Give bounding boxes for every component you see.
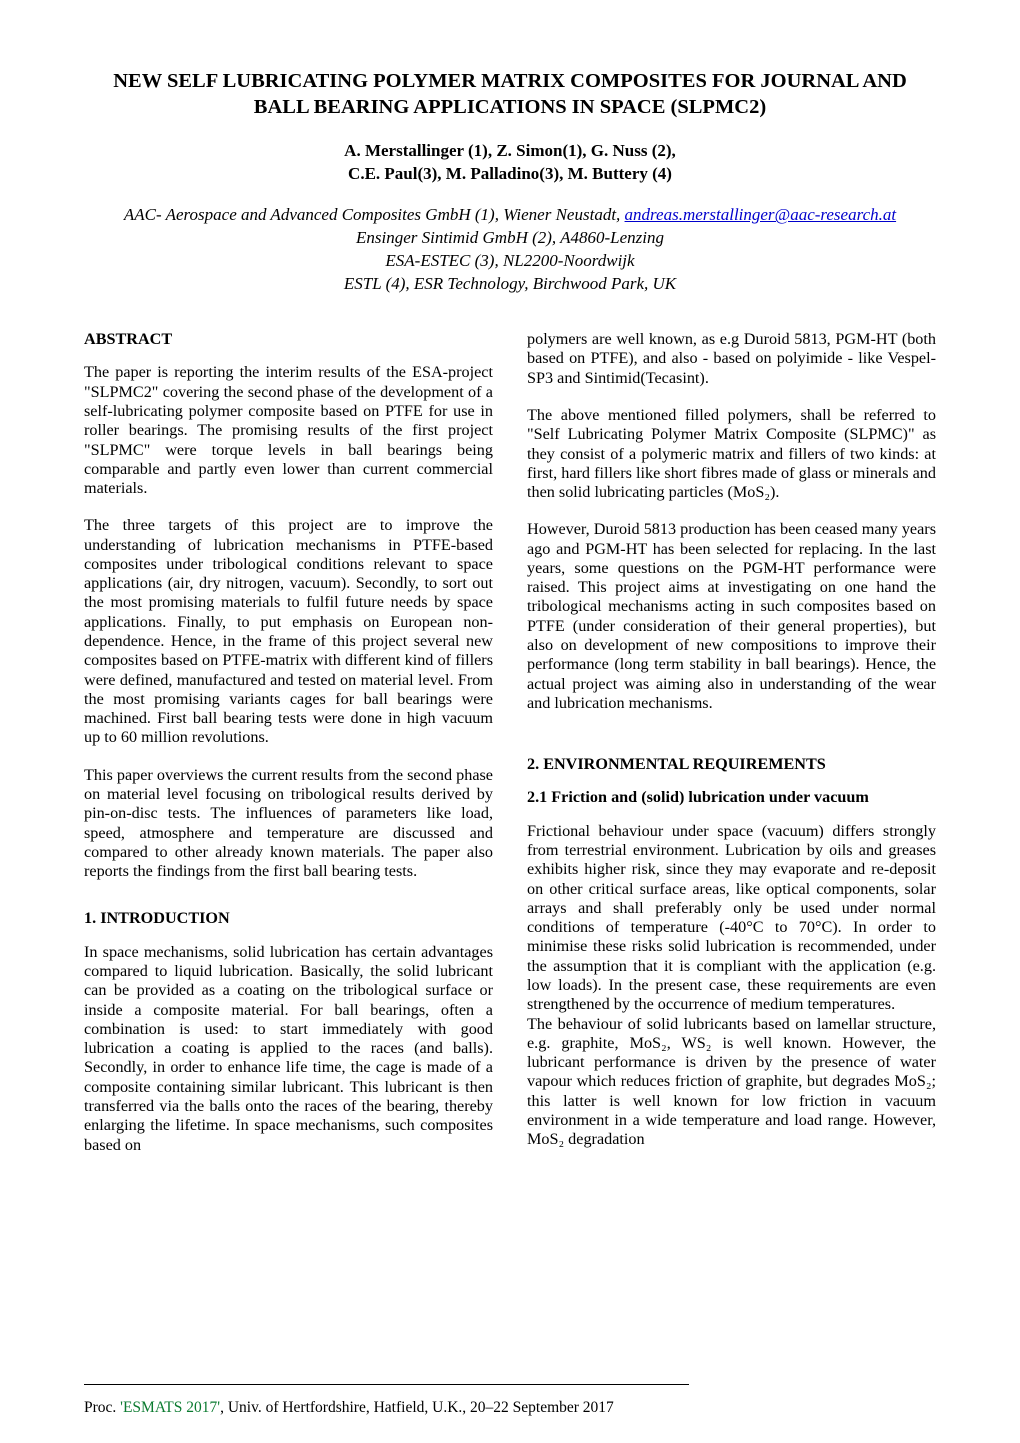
abstract-heading: ABSTRACT: [84, 330, 493, 349]
affiliation-line-3: ESA-ESTEC (3), NL2200-Noordwijk: [84, 250, 936, 273]
section-2-heading: 2. ENVIRONMENTAL REQUIREMENTS: [527, 755, 936, 774]
left-column: ABSTRACT The paper is reporting the inte…: [84, 330, 493, 1155]
footer-suffix: , Univ. of Hertfordshire, Hatfield, U.K.…: [220, 1399, 614, 1416]
affiliations-block: AAC- Aerospace and Advanced Composites G…: [84, 204, 936, 296]
footer-venue: 'ESMATS 2017': [120, 1399, 220, 1416]
abstract-paragraph-3: This paper overviews the current results…: [84, 766, 493, 882]
proceedings-footer: Proc. 'ESMATS 2017', Univ. of Hertfordsh…: [84, 1399, 614, 1417]
paper-title: NEW SELF LUBRICATING POLYMER MATRIX COMP…: [84, 68, 936, 120]
right-paragraph-2: The above mentioned filled polymers, sha…: [527, 406, 936, 502]
affiliation-line-2: Ensinger Sintimid GmbH (2), A4860-Lenzin…: [84, 227, 936, 250]
authors-block: A. Merstallinger (1), Z. Simon(1), G. Nu…: [84, 140, 936, 186]
right-column: polymers are well known, as e.g Duroid 5…: [527, 330, 936, 1155]
footer-prefix: Proc.: [84, 1399, 120, 1416]
intro-paragraph-1: In space mechanisms, solid lubrication h…: [84, 943, 493, 1155]
abstract-paragraph-1: The paper is reporting the interim resul…: [84, 363, 493, 498]
authors-line-1: A. Merstallinger (1), Z. Simon(1), G. Nu…: [84, 140, 936, 163]
right-paragraph-3: However, Duroid 5813 production has been…: [527, 520, 936, 713]
page: NEW SELF LUBRICATING POLYMER MATRIX COMP…: [0, 0, 1020, 1443]
two-column-body: ABSTRACT The paper is reporting the inte…: [84, 330, 936, 1155]
section-2-1-heading: 2.1 Friction and (solid) lubrication und…: [527, 788, 936, 807]
section-1-heading: 1. INTRODUCTION: [84, 909, 493, 928]
affiliation-line-4: ESTL (4), ESR Technology, Birchwood Park…: [84, 273, 936, 296]
affiliation-line-1: AAC- Aerospace and Advanced Composites G…: [84, 204, 936, 227]
sec21-paragraph-1: Frictional behaviour under space (vacuum…: [527, 822, 936, 1015]
contact-email-link[interactable]: andreas.merstallinger@aac-research.at: [625, 205, 897, 224]
abstract-paragraph-2: The three targets of this project are to…: [84, 516, 493, 747]
sec21-paragraph-2: The behaviour of solid lubricants based …: [527, 1015, 936, 1150]
affiliation-1-text: AAC- Aerospace and Advanced Composites G…: [124, 205, 625, 224]
right-paragraph-1: polymers are well known, as e.g Duroid 5…: [527, 330, 936, 388]
authors-line-2: C.E. Paul(3), M. Palladino(3), M. Butter…: [84, 163, 936, 186]
footer-divider: [84, 1384, 689, 1385]
